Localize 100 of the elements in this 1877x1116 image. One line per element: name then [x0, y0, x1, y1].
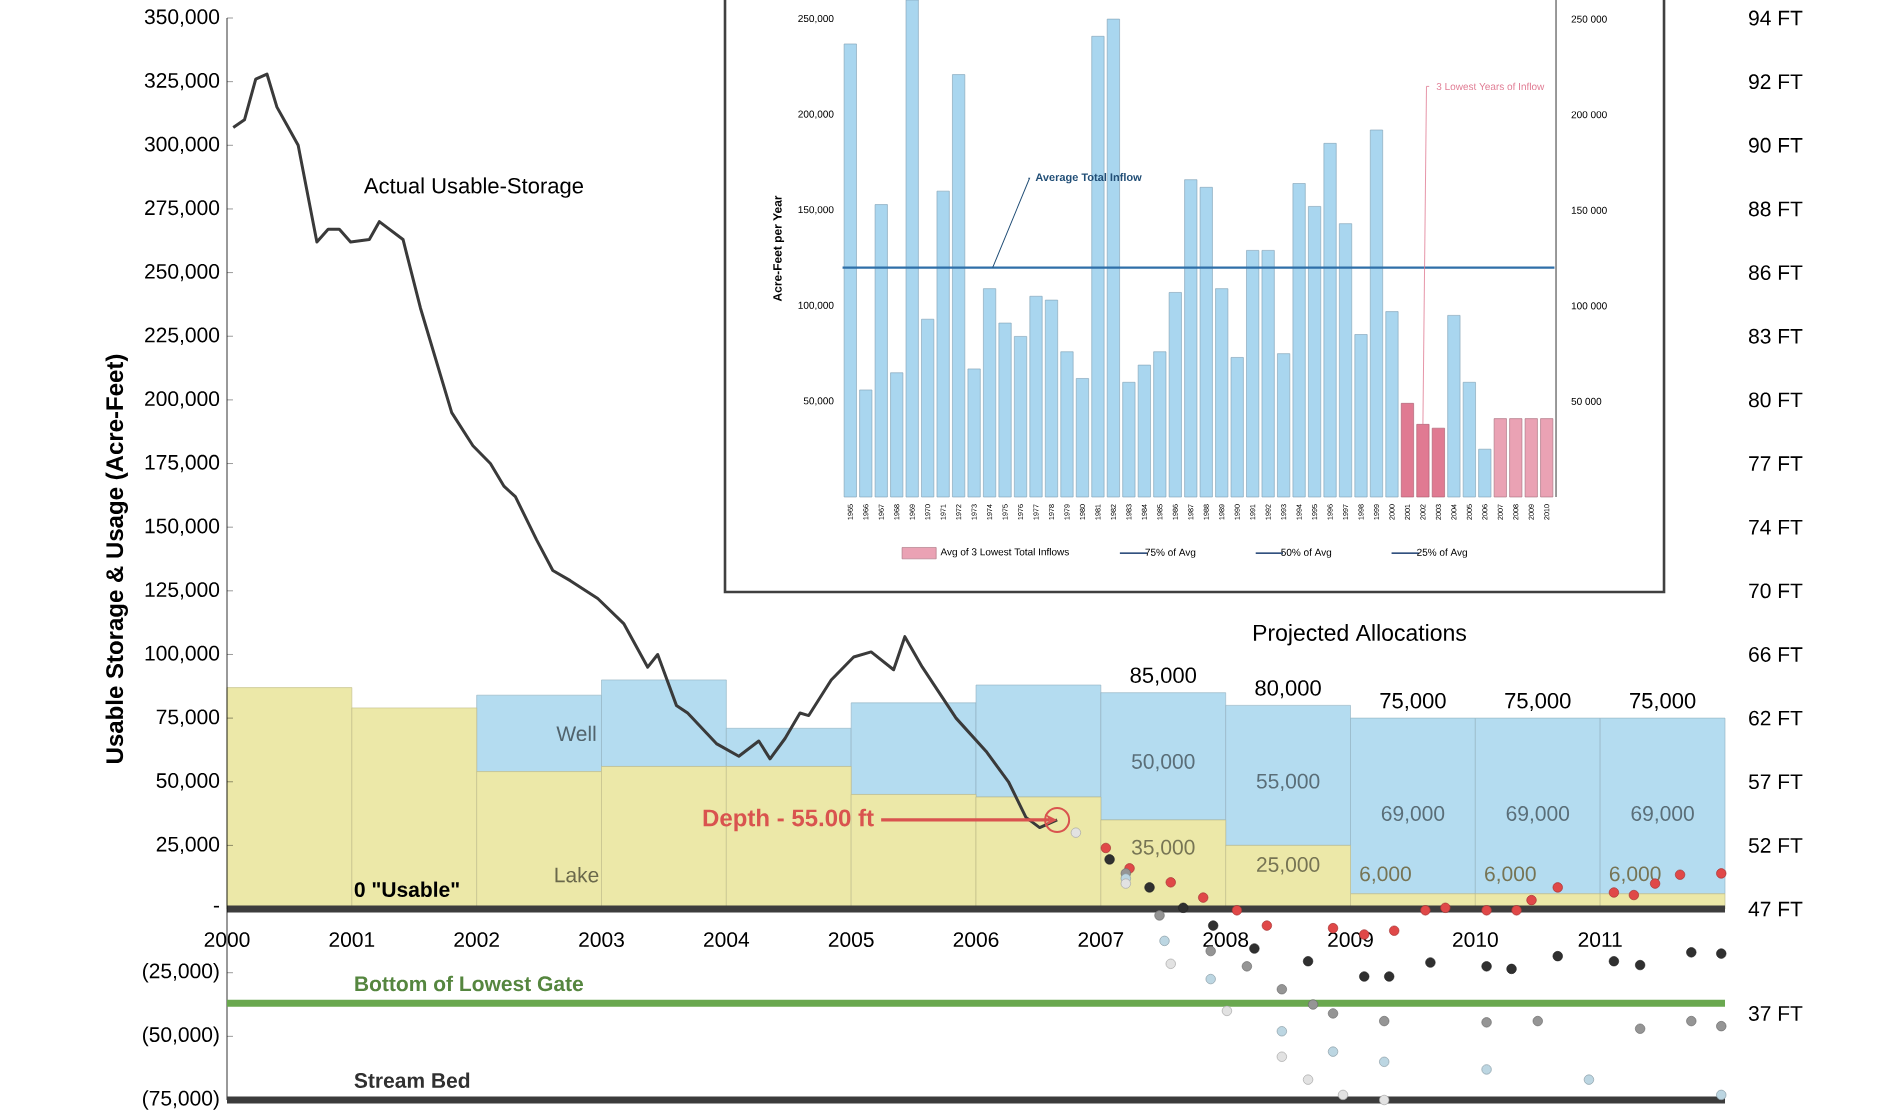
annotation: Depth - 55.00 ft	[703, 808, 874, 832]
bar	[1014, 336, 1028, 498]
y-tick-label: 275,000	[145, 200, 220, 218]
bar	[1292, 183, 1306, 498]
point	[1635, 959, 1646, 971]
bar	[983, 288, 997, 498]
bar	[1060, 351, 1074, 498]
text: 52 FT	[1748, 838, 1803, 853]
x-tick-label: 2004	[704, 932, 750, 948]
point	[1481, 1064, 1492, 1075]
point	[1327, 1008, 1339, 1019]
series-label: Actual Usable-Storage	[363, 177, 583, 198]
point	[1379, 1015, 1390, 1027]
text: 62 FT	[1749, 710, 1803, 726]
point	[1532, 1015, 1543, 1027]
data-label: 69,000	[1631, 806, 1694, 824]
data-label: 6,000	[1485, 866, 1536, 884]
bar	[1354, 334, 1368, 498]
annotation: 75% of Avg	[1145, 548, 1196, 558]
y2-tick-label: 100 000	[1571, 302, 1607, 310]
text: 88 FT	[1748, 201, 1803, 217]
point	[1221, 1005, 1233, 1016]
point	[1302, 956, 1314, 967]
text: 83 FT	[1748, 328, 1803, 344]
bar	[1308, 206, 1322, 498]
y2-tick-label: 50 000	[1571, 397, 1602, 405]
y-tick-label: 200,000	[798, 110, 834, 119]
data-label: 6,000	[1360, 866, 1411, 884]
point	[1208, 920, 1219, 931]
y-tick-label: 100,000	[798, 301, 834, 310]
point	[1716, 868, 1727, 879]
text: 66 FT	[1749, 647, 1803, 662]
point	[1154, 910, 1165, 921]
bar	[998, 322, 1012, 498]
text: 94 FT	[1749, 10, 1803, 26]
ref-line-label: Bottom of Lowest Gate	[355, 975, 584, 992]
data-label: 69,000	[1381, 806, 1445, 824]
bar	[1385, 311, 1399, 498]
y-tick-label: 325,000	[144, 72, 220, 91]
point	[1276, 1026, 1287, 1037]
bar	[1400, 403, 1414, 498]
x-tick-label: 2002	[454, 932, 499, 948]
y-tick-label: 150,000	[798, 206, 834, 215]
point	[1379, 1056, 1390, 1067]
annotation: Projected Allocations	[1253, 624, 1466, 646]
bar	[1122, 382, 1136, 498]
point	[1674, 869, 1686, 880]
point	[1716, 948, 1727, 959]
data-label: 50,000	[1131, 754, 1195, 772]
point	[1359, 971, 1370, 982]
x-tick-label: 2011	[1578, 932, 1622, 948]
point	[1307, 999, 1319, 1010]
text: 47 FT	[1748, 901, 1803, 917]
y-tick-label: 300,000	[144, 136, 220, 154]
y-tick-label: (50,000)	[143, 1026, 219, 1047]
y-axis-title: Acre-Feet per Year	[773, 195, 785, 302]
x-tick-label: 2006	[953, 932, 999, 948]
point	[1440, 902, 1451, 913]
y2-tick-label: 150 000	[1571, 206, 1607, 214]
y-tick-label: 350,000	[144, 9, 220, 27]
point	[1511, 905, 1522, 916]
bar	[1277, 353, 1291, 498]
point	[1165, 877, 1176, 888]
y-tick-label: 150,000	[145, 518, 220, 536]
y-tick-label: 225,000	[145, 327, 220, 345]
point	[1276, 984, 1287, 995]
x-tick-label: 2010	[1453, 932, 1498, 948]
text: 86 FT	[1748, 265, 1803, 281]
bar	[1323, 143, 1337, 498]
point	[1165, 958, 1176, 969]
point	[1261, 920, 1272, 931]
data-label: 6,000	[1609, 866, 1661, 884]
y-tick-label: 175,000	[145, 454, 220, 473]
point	[1205, 973, 1216, 985]
y-tick-label: 200,000	[145, 391, 220, 409]
x-tick-label: 2001	[329, 932, 375, 948]
annotation: 25% of Avg	[1417, 548, 1467, 558]
total-label: 85,000	[1130, 667, 1197, 686]
bar	[1478, 448, 1492, 498]
y-tick-label: 50,000	[803, 397, 834, 406]
y-tick-label: 75,000	[156, 709, 220, 727]
point	[1327, 1046, 1339, 1057]
point	[1506, 963, 1517, 974]
text: 92 FT	[1749, 74, 1803, 90]
legend-label: Avg of 3 Lowest Total Inflows	[940, 548, 1069, 558]
annotation: 0 "Usable"	[354, 881, 459, 898]
text: 57 FT	[1748, 774, 1803, 790]
point	[1276, 1051, 1287, 1062]
point	[1231, 905, 1243, 916]
text: 77 FT	[1749, 456, 1803, 471]
ref-line-label: Average Total Inflow	[1035, 173, 1142, 184]
point	[1686, 1015, 1697, 1027]
y-axis-title: Usable Storage & Usage (Acre-Feet)	[105, 354, 128, 763]
annotation: 3 Lowest Years of Inflow	[1436, 82, 1545, 91]
x-tick-label: 2007	[1078, 932, 1124, 948]
x-tick-label: 2003	[579, 932, 624, 948]
data-label: 25,000	[1257, 857, 1320, 875]
x-tick-label: 2000	[204, 932, 250, 948]
bar	[967, 368, 981, 498]
point	[1100, 842, 1111, 854]
